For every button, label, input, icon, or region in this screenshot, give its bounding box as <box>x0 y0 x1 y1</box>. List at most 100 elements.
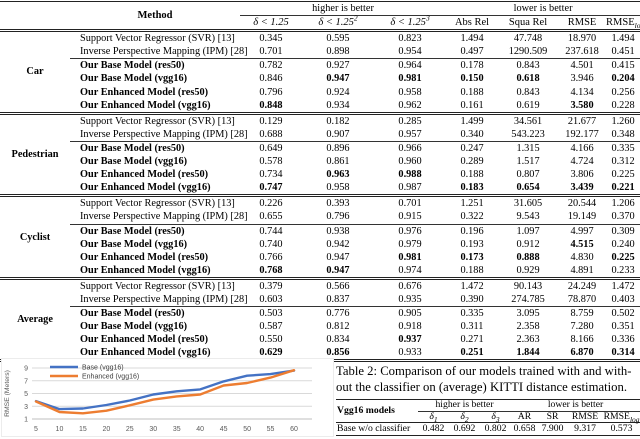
metric-cell: 7.900 <box>538 422 568 437</box>
metric-cell: 0.658 <box>511 422 539 437</box>
metric-cell: 0.740 <box>259 238 283 250</box>
method-cell: Inverse Perspective Mapping (IPM) [28] <box>80 46 248 58</box>
x-tick-label: 30 <box>149 426 157 433</box>
method-cell: Our Base Model (vgg16) <box>80 321 188 333</box>
metric-cell: 0.655 <box>259 211 283 223</box>
metric-cell: 0.550 <box>259 334 283 346</box>
metric-cell: 2.363 <box>516 334 540 346</box>
group-header-lower: lower is better <box>446 1 640 17</box>
column-header-delta-3: δ < 1.253 <box>374 14 447 33</box>
metric-cell: 0.776 <box>302 306 374 321</box>
metric-cell: 0.701 <box>259 46 283 58</box>
metric-cell: 0.193 <box>460 238 484 250</box>
metric-cell: 0.228 <box>611 99 635 111</box>
method-cell: Support Vector Regressor (SVR) [13] <box>70 111 240 128</box>
metric-cell: 0.958 <box>398 86 422 98</box>
vgg16-models-header: Vgg16 models <box>336 399 418 424</box>
caption-line-2: out the classifier on (average) KITTI di… <box>336 380 627 395</box>
metric-cell: 0.837 <box>326 293 350 305</box>
metric-cell: 0.226 <box>240 194 302 211</box>
metric-cell: 0.497 <box>460 46 484 58</box>
group-header-higher: higher is better <box>240 1 447 17</box>
metric-cell: 1.472 <box>606 276 640 293</box>
method-cell: Our Base Model (res50) <box>70 140 240 156</box>
metric-cell: 0.183 <box>460 182 484 194</box>
metric-cell: 4.891 <box>570 264 594 276</box>
vgg16-column-header-metric-1: AR <box>511 411 539 424</box>
metric-cell: 78.870 <box>567 293 597 305</box>
table-row: Our Enhanced Model (vgg16) 0.768 0.947 0.97… <box>0 264 640 279</box>
x-tick-label: 35 <box>173 426 181 433</box>
x-tick-label: 55 <box>267 426 275 433</box>
method-cell: Our Base Model (res50) <box>70 58 240 73</box>
table-row: Our Base Model (vgg16) 0.740 0.942 0.979 0.1… <box>0 238 640 251</box>
vgg16-column-header-metric-4: RMSElog <box>603 410 640 424</box>
method-cell: Inverse Perspective Mapping (IPM) [28] <box>80 128 248 140</box>
results-header: Method higher is better lower is better δ <… <box>0 1 640 33</box>
caption-line-1: Table 2: Comparison of our models traine… <box>336 364 632 378</box>
x-tick-label: 40 <box>196 426 204 433</box>
metric-cell: 0.587 <box>259 321 283 333</box>
vgg16-column-header-delta-3: δ3 <box>480 411 512 424</box>
x-tick-label: 20 <box>102 426 110 433</box>
metric-cell: 3.806 <box>570 169 594 181</box>
metric-cell: 4.724 <box>570 156 594 168</box>
metric-cell: 0.963 <box>326 169 350 181</box>
vgg16-column-header-metric-2: SR <box>538 411 568 424</box>
vgg16-table-grid: Vgg16 models higher is better lower is bet… <box>336 398 640 437</box>
metric-cell: 0.981 <box>398 251 422 263</box>
metric-cell: 0.954 <box>398 46 422 58</box>
metric-cell: 0.629 <box>259 347 283 359</box>
vgg16-group-header-lower: lower is better <box>511 399 640 412</box>
table-row: Our Enhanced Model (res50) 0.734 0.963 0.98… <box>0 168 640 181</box>
metric-cell: 0.701 <box>374 194 447 211</box>
vgg16-comparison-table: Vgg16 models higher is better lower is bet… <box>336 398 640 437</box>
metric-cell: 4.515 <box>570 238 594 250</box>
metric-cell: 4.134 <box>570 86 594 98</box>
metric-cell: 0.807 <box>516 169 540 181</box>
metric-cell: 0.802 <box>480 422 512 437</box>
metric-cell: 1.260 <box>606 111 640 128</box>
column-header-method: Method <box>70 1 240 33</box>
table-row: Inverse Perspective Mapping (IPM) [28] 0.… <box>0 210 640 224</box>
x-tick-label: 45 <box>220 426 228 433</box>
metric-cell: 0.937 <box>398 334 422 346</box>
metric-cell: 0.348 <box>611 128 635 140</box>
metric-cell: 8.759 <box>558 306 607 321</box>
table-row: Our Enhanced Model (res50) 0.550 0.834 0.93… <box>0 333 640 346</box>
metric-cell: 0.987 <box>398 182 422 194</box>
metric-cell: 31.605 <box>498 194 559 211</box>
chart-series-line-2 <box>34 368 296 415</box>
metric-cell: 0.370 <box>611 211 635 223</box>
y-axis-title: RMSE (Meters) <box>4 370 11 417</box>
metric-cell: 0.150 <box>460 73 484 85</box>
method-cell: Our Enhanced Model (vgg16) <box>80 99 211 111</box>
metric-cell: 0.251 <box>460 347 484 359</box>
metric-cell: 0.843 <box>498 58 559 73</box>
metric-cell: 0.938 <box>302 223 374 238</box>
metric-cell: 7.280 <box>570 321 594 333</box>
method-cell: Our Enhanced Model (res50) <box>80 334 209 346</box>
metric-cell: 0.888 <box>516 251 540 263</box>
metric-cell: 0.861 <box>326 156 350 168</box>
group-label-cyclist: Cyclist <box>0 194 70 279</box>
metric-cell: 0.340 <box>460 128 484 140</box>
metric-cell: 0.796 <box>259 86 283 98</box>
metric-cell: 9.543 <box>516 211 540 223</box>
method-cell: Inverse Perspective Mapping (IPM) [28] <box>80 293 248 305</box>
metric-cell: 0.988 <box>398 169 422 181</box>
method-cell: Our Enhanced Model (res50) <box>80 251 209 263</box>
table-row: Our Enhanced Model (vgg16) 0.629 0.856 0.93… <box>0 346 640 361</box>
vgg16-column-header-delta-1: δ1 <box>418 411 449 424</box>
metric-cell: 0.929 <box>516 264 540 276</box>
metric-cell: 4.166 <box>558 140 607 156</box>
metric-cell: 8.166 <box>570 334 594 346</box>
metric-cell: 3.580 <box>570 99 594 111</box>
metric-cell: 0.942 <box>326 238 350 250</box>
metric-cell: 0.182 <box>302 111 374 128</box>
metric-cell: 0.311 <box>460 321 484 333</box>
table-row: Base w/o classifier 0.482 0.692 0.802 0.658 7… <box>336 422 640 437</box>
metric-cell: 0.129 <box>240 111 302 128</box>
metric-cell: 0.390 <box>460 293 484 305</box>
